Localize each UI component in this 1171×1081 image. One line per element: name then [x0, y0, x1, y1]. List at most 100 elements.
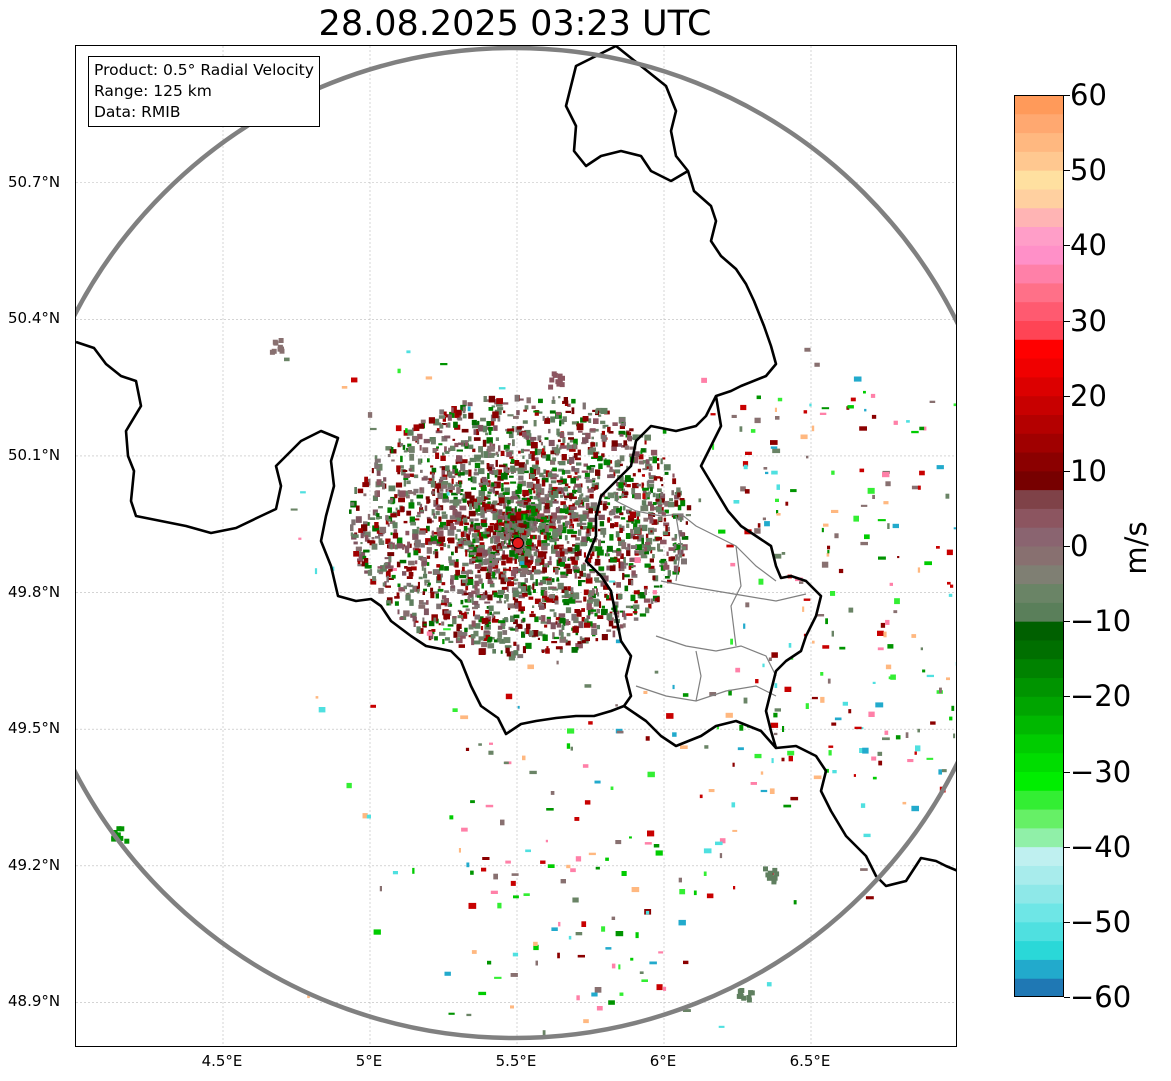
echo-pixel: [773, 732, 778, 736]
echo-pixel: [507, 544, 514, 548]
echo-pixel: [523, 470, 529, 474]
echo-pixel: [550, 486, 553, 491]
echo-pixel: [577, 550, 581, 556]
echo-pixel: [514, 558, 517, 564]
echo-pixel: [575, 500, 580, 506]
echo-pixel: [496, 528, 502, 531]
echo-pixel: [592, 409, 596, 412]
echo-pixel: [594, 612, 598, 617]
echo-pixel: [674, 534, 678, 539]
echo-pixel: [440, 602, 447, 606]
echo-pixel: [451, 492, 458, 496]
echo-pixel: [743, 697, 748, 704]
echo-pixel: [446, 519, 453, 526]
echo-pixel: [524, 547, 527, 550]
colorbar-tick-mark: [1064, 997, 1070, 998]
echo-pixel: [385, 562, 391, 569]
echo-pixel: [421, 566, 424, 571]
echo-pixel: [569, 493, 573, 500]
echo-pixel: [885, 481, 891, 487]
echo-pixel: [527, 664, 534, 670]
echo-pixel: [412, 533, 419, 540]
echo-pixel: [503, 466, 508, 472]
echo-pixel: [433, 569, 441, 575]
echo-pixel: [510, 973, 518, 977]
echo-pixel: [448, 559, 456, 564]
echo-pixel: [775, 498, 779, 502]
echo-pixel: [402, 469, 408, 472]
echo-pixel: [478, 482, 483, 485]
echo-pixel: [439, 631, 446, 636]
echo-pixel: [643, 690, 648, 694]
echo-pixel: [548, 483, 553, 488]
echo-pixel: [408, 502, 415, 509]
echo-pixel: [437, 574, 441, 581]
echo-pixel: [540, 860, 546, 864]
echo-pixel: [626, 509, 629, 514]
echo-pixel: [513, 578, 519, 582]
colorbar-segment: [1014, 264, 1064, 284]
echo-pixel: [403, 450, 408, 453]
echo-pixel: [501, 487, 504, 492]
echo-pixel: [461, 566, 465, 572]
echo-pixel: [464, 522, 470, 526]
echo-pixel: [529, 451, 536, 456]
radar-map[interactable]: [75, 45, 957, 1047]
echo-pixel: [558, 613, 566, 618]
colorbar-tick-mark: [1064, 546, 1070, 547]
echo-pixel: [552, 588, 559, 591]
echo-pixel: [444, 604, 448, 607]
echo-pixel: [558, 535, 562, 540]
echo-pixel: [517, 705, 520, 709]
echo-pixel: [648, 457, 653, 461]
echo-pixel: [387, 603, 390, 606]
echo-pixel: [427, 562, 430, 566]
echo-pixel: [456, 449, 463, 452]
echo-pixel: [606, 545, 613, 552]
echo-pixel: [559, 432, 565, 439]
echo-pixel: [460, 715, 469, 720]
echo-pixel: [553, 612, 557, 618]
echo-pixel: [558, 921, 561, 927]
echo-pixel: [599, 521, 605, 527]
echo-pixel: [378, 532, 384, 537]
echo-pixel: [862, 747, 869, 754]
echo-pixel: [516, 569, 522, 572]
echo-pixel: [355, 546, 362, 552]
echo-pixel: [435, 551, 439, 559]
echo-pixel: [385, 515, 389, 521]
echo-pixel: [477, 420, 480, 425]
echo-pixel: [548, 384, 554, 390]
echo-pixel: [504, 531, 508, 534]
echo-pixel: [698, 498, 702, 503]
echo-pixel: [594, 428, 599, 432]
echo-pixel: [470, 558, 477, 562]
echo-pixel: [596, 588, 598, 595]
echo-pixel: [882, 737, 890, 741]
echo-pixel: [405, 428, 408, 433]
echo-pixel: [458, 644, 465, 648]
radar-map-canvas[interactable]: [76, 46, 957, 1047]
echo-pixel: [486, 621, 490, 628]
echo-pixel: [530, 555, 534, 563]
echo-pixel: [480, 519, 487, 523]
colorbar-segment: [1014, 583, 1064, 603]
echo-pixel: [534, 410, 539, 416]
echo-pixel: [441, 511, 447, 514]
echo-pixel: [525, 435, 530, 440]
echo-pixel: [941, 769, 947, 773]
echo-pixel: [430, 465, 434, 468]
echo-pixel: [579, 494, 583, 499]
echo-pixel: [412, 534, 415, 538]
echo-pixel: [503, 761, 509, 765]
echo-pixel: [549, 410, 556, 414]
echo-pixel: [458, 489, 464, 492]
echo-pixel: [511, 873, 519, 876]
echo-pixel: [565, 522, 569, 528]
echo-pixel: [828, 750, 832, 756]
echo-pixel: [436, 428, 440, 432]
echo-pixel: [497, 625, 503, 630]
echo-pixel: [850, 397, 856, 402]
colorbar-segment: [1014, 282, 1064, 303]
echo-pixel: [545, 648, 550, 654]
